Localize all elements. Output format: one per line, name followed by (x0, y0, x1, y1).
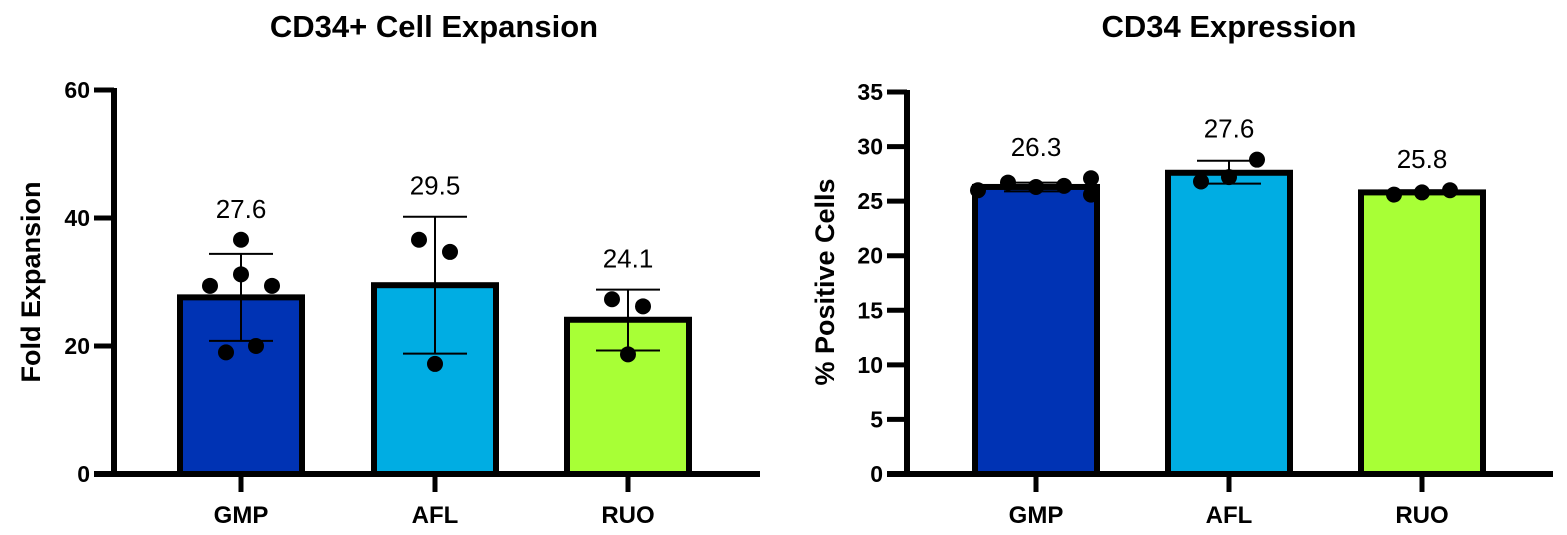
y-tick-label: 25 (857, 188, 883, 214)
y-tick-label: 10 (857, 352, 883, 378)
data-point (1028, 178, 1044, 195)
chart-cd34-expression: CD34 Expression % Positive Cells 26.3 27.… (810, 9, 1553, 529)
value-label: 27.6 (1204, 114, 1255, 144)
y-tick-label: 0 (77, 461, 90, 487)
data-point (1249, 151, 1265, 168)
data-point (1442, 182, 1458, 199)
chart-title: CD34 Expression (1102, 9, 1357, 44)
y-tick-label: 20 (64, 333, 90, 359)
y-axis-label: Fold Expansion (16, 181, 46, 382)
data-point (1221, 169, 1237, 186)
chart-fold-expansion: CD34+ Cell Expansion Fold Expansion 27.6… (16, 9, 760, 529)
y-tick-label: 5 (870, 406, 883, 432)
bar-afl (1165, 169, 1293, 477)
bar-ruo (1358, 189, 1486, 477)
plot-area: 26.3 27.6 25.8 0 5 10 15 20 25 30 35 GMP AFL RUO (857, 79, 1553, 529)
value-label: 27.6 (216, 194, 267, 224)
bar-gmp (972, 183, 1100, 477)
y-tick-label: 20 (857, 243, 883, 269)
data-point (218, 344, 234, 361)
y-axis-label: % Positive Cells (810, 178, 840, 385)
data-point (620, 346, 636, 363)
x-category-label: AFL (1206, 502, 1253, 529)
data-point (970, 182, 986, 199)
data-point (427, 355, 443, 372)
data-point (442, 243, 458, 260)
x-category-label: GMP (1009, 502, 1064, 529)
data-point (1414, 184, 1430, 201)
data-point (604, 291, 620, 308)
value-label: 29.5 (410, 171, 461, 201)
plot-area: 27.6 29.5 24.1 0 20 40 60 GMP AFL RUO (64, 77, 760, 529)
chart-title: CD34+ Cell Expansion (270, 9, 598, 44)
data-point (1083, 170, 1099, 187)
data-point (1083, 186, 1099, 203)
x-category-label: RUO (1395, 502, 1448, 529)
data-point (1193, 173, 1209, 190)
data-point (202, 277, 218, 294)
data-point (233, 231, 249, 248)
data-point (233, 266, 249, 283)
y-tick-label: 0 (870, 461, 883, 487)
data-point (248, 338, 264, 354)
data-point (1056, 177, 1072, 194)
data-point (1000, 174, 1016, 191)
value-label: 26.3 (1011, 132, 1062, 162)
x-category-label: GMP (214, 502, 269, 529)
x-category-label: AFL (412, 502, 459, 529)
data-point (1386, 186, 1402, 203)
y-tick-label: 35 (857, 79, 883, 105)
y-tick-label: 15 (857, 297, 883, 323)
data-point (635, 298, 651, 315)
y-tick-label: 40 (64, 205, 90, 231)
value-label: 25.8 (1397, 144, 1448, 174)
data-point (411, 231, 427, 248)
y-tick-label: 30 (857, 134, 883, 160)
data-point (264, 277, 280, 294)
y-tick-label: 60 (64, 77, 90, 103)
x-category-label: RUO (601, 502, 654, 529)
value-label: 24.1 (603, 244, 654, 274)
